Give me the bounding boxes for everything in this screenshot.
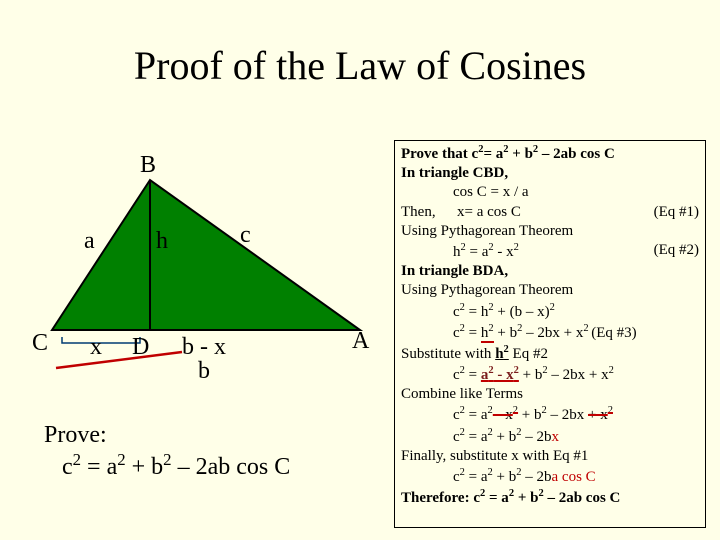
proof-line-2: In triangle CBD,: [401, 164, 699, 183]
prove-statement: Prove: c2 = a2 + b2 – 2ab cos C: [44, 420, 290, 482]
proof-line-8: Using Pythagorean Theorem: [401, 281, 699, 300]
proof-line-7: In triangle BDA,: [401, 262, 699, 281]
proof-line-1: Prove that c2= a2 + b2 – 2ab cos C: [401, 143, 699, 164]
proof-line-10: c2 = h2 + b2 – 2bx + x2 (Eq #3): [401, 322, 699, 343]
proof-line-17: c2 = a2 + b2 – 2ba cos C: [401, 466, 699, 487]
label-h: h: [156, 228, 168, 255]
proof-line-13: Combine like Terms: [401, 385, 699, 404]
proof-line-4: Then,x= a cos C(Eq #1): [401, 203, 699, 222]
label-bminusx: b - x: [182, 334, 226, 361]
proof-line-9: c2 = h2 + (b – x)2: [401, 301, 699, 322]
page-title: Proof of the Law of Cosines: [0, 42, 720, 89]
proof-line-18: Therefore: c2 = a2 + b2 – 2ab cos C: [401, 487, 699, 508]
prove-eq-tail: – 2ab cos C: [172, 454, 291, 480]
prove-eq-a: = a: [81, 454, 117, 480]
label-b: b: [198, 358, 210, 385]
label-c: c: [240, 222, 251, 249]
proof-line-3: cos C = x / a: [401, 183, 699, 202]
proof-line-5: Using Pythagorean Theorem: [401, 222, 699, 241]
label-x: x: [90, 334, 102, 361]
proof-line-14: c2 = a2 - x2 + b2 – 2bx + x2: [401, 404, 699, 425]
prove-eq-b: + b: [126, 454, 164, 480]
label-B: B: [140, 152, 156, 179]
prove-c: c: [62, 454, 73, 480]
label-a: a: [84, 228, 95, 255]
proof-line-16: Finally, substitute x with Eq #1: [401, 447, 699, 466]
label-A: A: [352, 328, 369, 355]
proof-line-12: c2 = a2 - x2 + b2 – 2bx + x2: [401, 364, 699, 385]
prove-line1: Prove:: [44, 422, 107, 448]
proof-box: Prove that c2= a2 + b2 – 2ab cos C In tr…: [394, 140, 706, 528]
proof-line-11: Substitute with h2 Eq #2: [401, 343, 699, 364]
proof-line-15: c2 = a2 + b2 – 2bx: [401, 426, 699, 447]
triangle-diagram: B a h c C x D b - x b A: [30, 150, 370, 380]
proof-line-6: h2 = a2 - x2(Eq #2): [401, 241, 699, 262]
label-C: C: [32, 330, 48, 357]
label-D: D: [132, 334, 149, 361]
